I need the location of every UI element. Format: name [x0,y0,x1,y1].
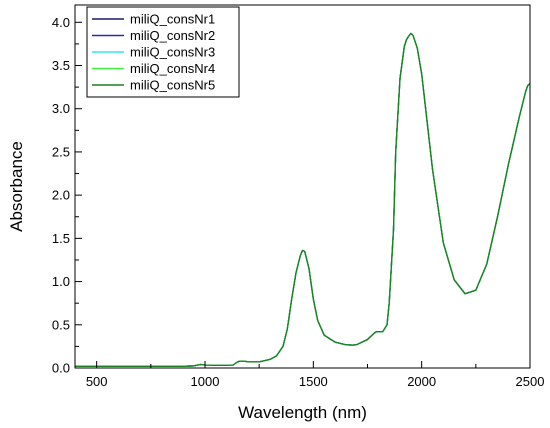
y-tick-label: 3.5 [52,58,70,73]
series-layer [75,32,531,367]
x-tick-label: 2500 [516,374,545,389]
y-tick-label: 1.5 [52,231,70,246]
legend-label-3: miliQ_consNr3 [130,45,215,60]
legend-label-2: miliQ_consNr2 [130,28,215,43]
legend-label-5: miliQ_consNr5 [130,78,215,93]
y-tick-label: 2.0 [52,188,70,203]
x-axis-title: Wavelength (nm) [238,403,367,422]
y-tick-label: 4.0 [52,15,70,30]
legend-label-1: miliQ_consNr1 [130,12,215,27]
legend-label-4: miliQ_consNr4 [130,61,215,76]
y-tick-label: 1.0 [52,274,70,289]
x-tick-label: 2000 [407,374,436,389]
y-axis: 0.0 0.5 1.0 1.5 2.0 2.5 3.0 3.5 4.0 [52,15,82,376]
series-line-5 [75,32,531,367]
x-tick-label: 1000 [191,374,220,389]
x-tick-label: 1500 [299,374,328,389]
y-tick-label: 3.0 [52,101,70,116]
plot-frame [74,4,531,369]
x-tick-label: 500 [86,374,108,389]
x-axis: 500 1000 1500 2000 2500 [86,361,545,389]
y-tick-label: 0.0 [52,361,70,376]
legend: miliQ_consNr1miliQ_consNr2miliQ_consNr3m… [86,6,240,98]
y-tick-label: 0.5 [52,317,70,332]
y-axis-title: Absorbance [7,141,26,232]
y-tick-label: 2.5 [52,144,70,159]
